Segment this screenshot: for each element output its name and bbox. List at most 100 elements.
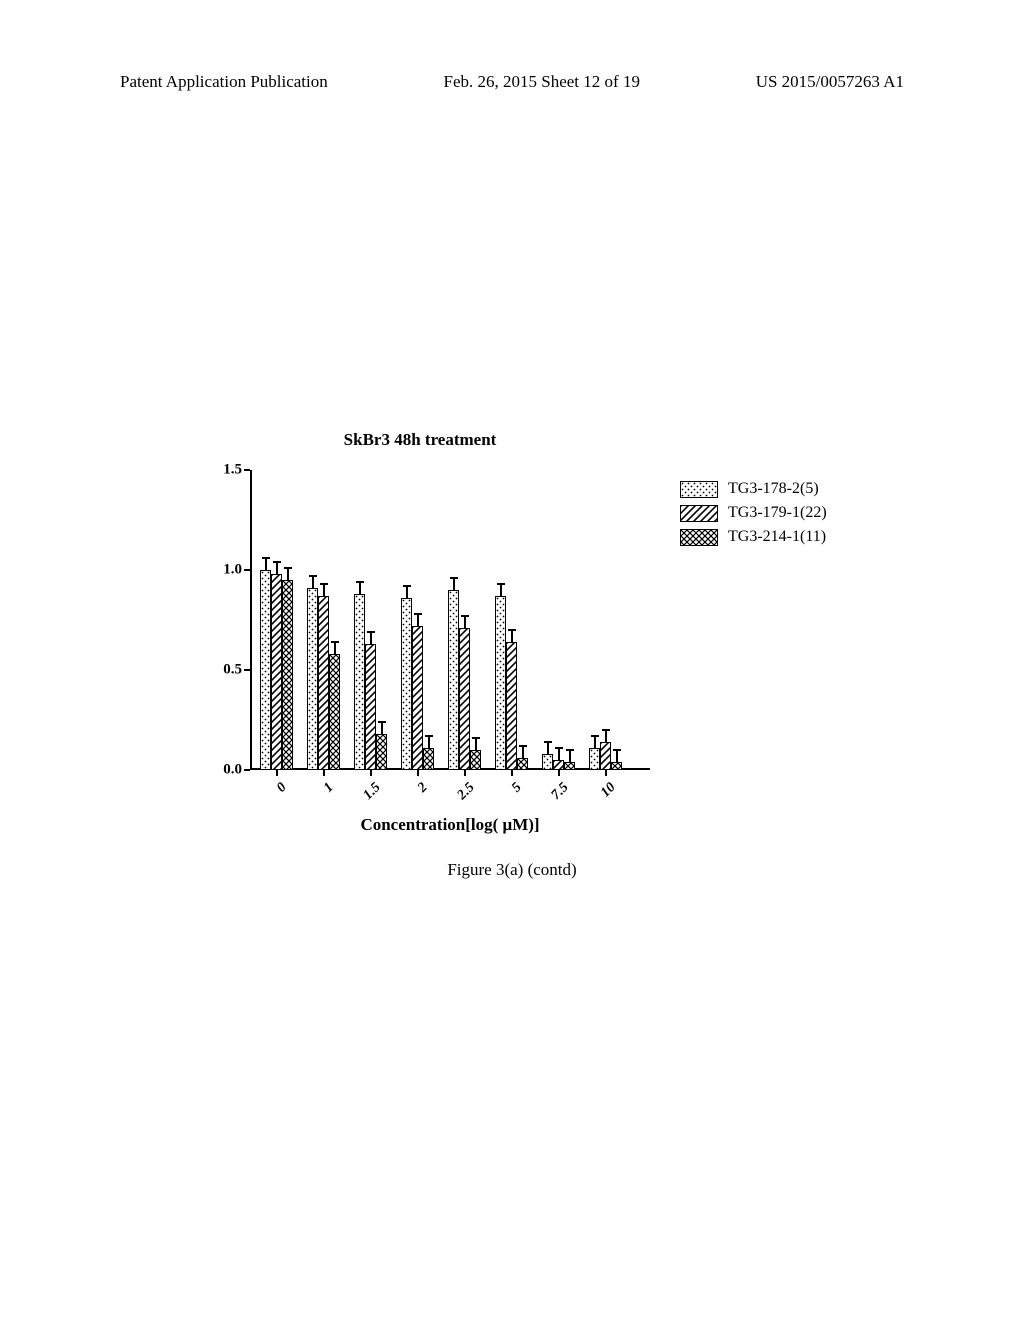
error-bar <box>359 582 361 594</box>
error-cap <box>566 749 574 751</box>
error-cap <box>591 735 599 737</box>
chart-title: SkBr3 48h treatment <box>190 430 650 450</box>
error-cap <box>472 737 480 739</box>
bar <box>506 642 517 770</box>
bar <box>600 742 611 770</box>
y-tick-label: 0.5 <box>223 662 242 679</box>
error-cap <box>309 575 317 577</box>
error-cap <box>602 729 610 731</box>
x-tick-mark <box>605 770 607 776</box>
x-tick-label: 1.5 <box>351 780 384 813</box>
bar <box>542 754 553 770</box>
y-tick-label: 0.0 <box>223 762 242 779</box>
error-bar <box>323 584 325 596</box>
error-cap <box>414 613 422 615</box>
error-bar <box>594 736 596 748</box>
error-cap <box>450 577 458 579</box>
bar <box>564 762 575 770</box>
bar <box>412 626 423 770</box>
error-cap <box>262 557 270 559</box>
legend-label: TG3-179-1(22) <box>728 504 827 522</box>
x-tick-mark <box>417 770 419 776</box>
error-bar <box>406 586 408 598</box>
bar <box>553 760 564 770</box>
bar <box>459 628 470 770</box>
chart-container: SkBr3 48h treatment Cell Survival Concen… <box>190 430 830 850</box>
legend: TG3-178-2(5) TG3-179-1(22) TG3-214-1(11) <box>680 480 827 552</box>
bar <box>260 570 271 770</box>
bar <box>282 580 293 770</box>
bar <box>517 758 528 770</box>
error-bar <box>370 632 372 644</box>
legend-swatch <box>680 529 718 546</box>
x-tick-label: 10 <box>586 780 619 813</box>
error-cap <box>461 615 469 617</box>
y-tick-mark <box>244 569 250 571</box>
error-bar <box>547 742 549 754</box>
x-tick-mark <box>370 770 372 776</box>
legend-item: TG3-178-2(5) <box>680 480 827 498</box>
error-bar <box>276 562 278 574</box>
header-center: Feb. 26, 2015 Sheet 12 of 19 <box>444 72 640 92</box>
error-cap <box>320 583 328 585</box>
x-tick-mark <box>511 770 513 776</box>
x-axis-label: Concentration[log( μM)] <box>250 815 650 835</box>
bar <box>423 748 434 770</box>
error-bar <box>417 614 419 626</box>
x-tick-mark <box>558 770 560 776</box>
error-bar <box>287 568 289 580</box>
x-tick-label: 5 <box>492 780 525 813</box>
legend-label: TG3-214-1(11) <box>728 528 826 546</box>
error-cap <box>356 581 364 583</box>
error-cap <box>497 583 505 585</box>
error-bar <box>511 630 513 642</box>
error-cap <box>425 735 433 737</box>
error-cap <box>378 721 386 723</box>
x-tick-label: 0 <box>257 780 290 813</box>
header-left: Patent Application Publication <box>120 72 328 92</box>
bar <box>365 644 376 770</box>
plot-area: Cell Survival Concentration[log( μM)] 0.… <box>250 470 650 770</box>
error-bar <box>558 748 560 760</box>
bar <box>470 750 481 770</box>
error-cap <box>508 629 516 631</box>
y-tick-mark <box>244 469 250 471</box>
error-bar <box>616 750 618 762</box>
header-right: US 2015/0057263 A1 <box>756 72 904 92</box>
bar <box>495 596 506 770</box>
x-tick-label: 2.5 <box>445 780 478 813</box>
error-bar <box>312 576 314 588</box>
y-tick-mark <box>244 769 250 771</box>
error-cap <box>403 585 411 587</box>
error-bar <box>265 558 267 570</box>
bar <box>329 654 340 770</box>
error-cap <box>519 745 527 747</box>
error-bar <box>453 578 455 590</box>
error-bar <box>381 722 383 734</box>
bar <box>401 598 412 770</box>
figure-caption: Figure 3(a) (contd) <box>0 860 1024 880</box>
error-bar <box>500 584 502 596</box>
bar <box>307 588 318 770</box>
bar <box>271 574 282 770</box>
legend-swatch <box>680 505 718 522</box>
bar <box>354 594 365 770</box>
legend-item: TG3-179-1(22) <box>680 504 827 522</box>
x-tick-label: 7.5 <box>539 780 572 813</box>
error-cap <box>331 641 339 643</box>
x-tick-label: 2 <box>398 780 431 813</box>
error-cap <box>273 561 281 563</box>
y-tick-label: 1.5 <box>223 462 242 479</box>
error-bar <box>334 642 336 654</box>
page-header: Patent Application Publication Feb. 26, … <box>0 72 1024 92</box>
y-tick-label: 1.0 <box>223 562 242 579</box>
bar <box>611 762 622 770</box>
bar <box>376 734 387 770</box>
error-cap <box>367 631 375 633</box>
legend-item: TG3-214-1(11) <box>680 528 827 546</box>
error-bar <box>605 730 607 742</box>
error-cap <box>284 567 292 569</box>
error-cap <box>555 747 563 749</box>
y-tick-mark <box>244 669 250 671</box>
bar <box>589 748 600 770</box>
